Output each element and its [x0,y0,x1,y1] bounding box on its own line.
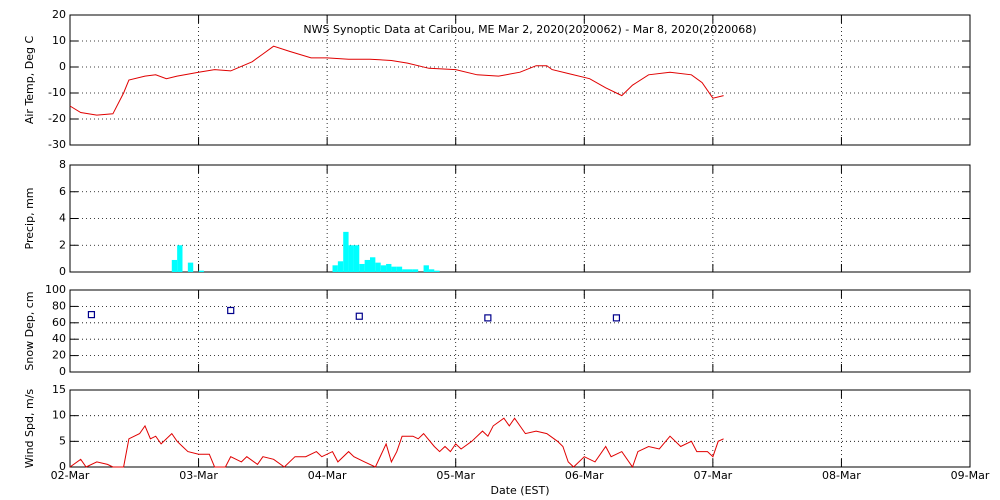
y-tick-label: 0 [59,60,66,73]
y-tick-label: 0 [59,460,66,473]
bar [434,270,440,272]
point [612,314,621,322]
data-line [69,45,724,116]
plot-frame [69,289,971,373]
data-line [69,417,724,469]
y-tick-label: 15 [52,383,66,396]
y-tick-label: 0 [59,365,66,378]
plot-frame [69,14,971,146]
y-axis-label: Precip, mm [23,188,36,250]
bar [391,266,397,272]
y-tick-label: -10 [48,86,66,99]
x-tick-label: 05-Mar [436,469,475,482]
point [355,312,363,320]
bar [396,266,403,272]
x-tick-label: 03-Mar [179,469,218,482]
chart-title: NWS Synoptic Data at Caribou, ME Mar 2, … [303,23,756,36]
bar [332,265,338,272]
x-tick-label: 09-Mar [951,469,990,482]
x-tick-label: 07-Mar [693,469,732,482]
y-tick-label: 40 [52,332,66,345]
point [484,314,492,322]
bar [380,265,387,272]
y-tick-label: 6 [59,185,66,198]
y-axis-label: Snow Dep, cm [23,291,36,370]
bar [171,259,178,272]
bar [386,263,392,272]
bar [177,245,183,272]
x-tick-label: 08-Mar [822,469,861,482]
y-tick-label: 100 [45,283,66,296]
y-tick-label: 20 [52,8,66,21]
x-axis-label: Date (EST) [490,484,549,497]
bar [348,245,354,272]
y-tick-label: -30 [48,138,66,151]
y-tick-label: 10 [52,34,66,47]
bar [364,259,370,272]
y-tick-label: 4 [59,212,66,225]
bar [402,269,408,272]
y-tick-label: 10 [52,409,66,422]
y-axis-label: Wind Spd, m/s [23,389,36,469]
bar [359,263,365,272]
x-tick-label: 06-Mar [565,469,604,482]
x-tick-label: 04-Mar [308,469,347,482]
bar [423,265,429,272]
y-tick-label: 0 [59,265,66,278]
y-tick-label: 8 [59,158,66,171]
y-tick-label: -20 [48,112,66,125]
bar [375,262,381,272]
point [227,306,235,315]
y-tick-label: 5 [59,434,66,447]
y-tick-label: 60 [52,316,66,329]
bar [407,269,413,272]
bar [412,269,419,272]
point [87,311,96,319]
bar [187,262,194,272]
bar [198,270,204,272]
y-tick-label: 80 [52,299,66,312]
y-tick-label: 2 [59,238,66,251]
bar [353,245,360,272]
y-axis-label: Air Temp, Deg C [23,36,36,125]
bar [337,261,344,272]
plot-frame [69,389,971,468]
bar [343,231,349,272]
x-tick-label: 02-Mar [51,469,90,482]
y-tick-label: 20 [52,349,66,362]
bar [428,269,435,272]
bar [370,257,376,272]
